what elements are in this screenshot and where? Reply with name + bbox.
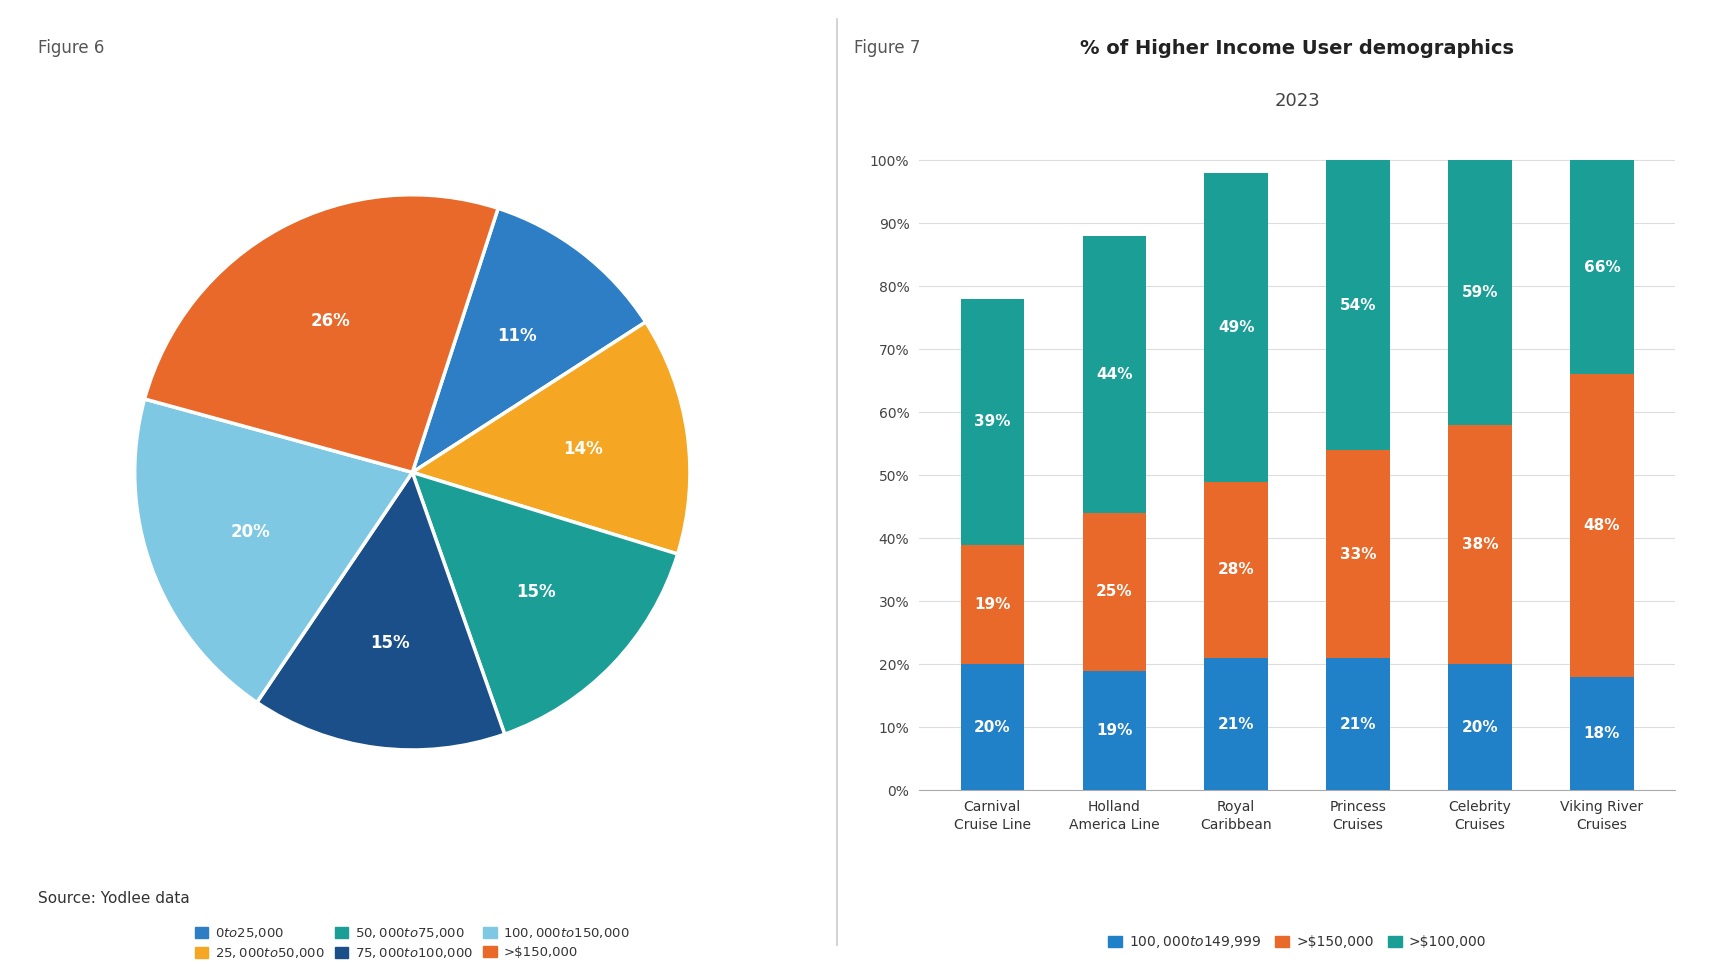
Text: Source: Yodlee data: Source: Yodlee data (38, 891, 189, 906)
Text: 39%: 39% (974, 415, 1010, 429)
Legend: $0 to $25,000, $25,000 to $50,000, $50,000 to $75,000, $75,000 to $100,000, $100: $0 to $25,000, $25,000 to $50,000, $50,0… (189, 921, 636, 964)
Wedge shape (412, 208, 646, 472)
Wedge shape (412, 322, 691, 554)
Bar (960, 545, 1024, 664)
Wedge shape (412, 472, 677, 735)
Text: 18%: 18% (1584, 726, 1620, 741)
Wedge shape (134, 399, 412, 703)
Text: 54%: 54% (1340, 298, 1376, 312)
Legend: $100,000 to $149,999, >$150,000, >$100,000: $100,000 to $149,999, >$150,000, >$100,0… (1103, 928, 1491, 955)
Bar (1204, 482, 1268, 658)
Text: 19%: 19% (1096, 723, 1132, 738)
Bar (1570, 160, 1634, 374)
Wedge shape (258, 472, 505, 750)
Text: % of Higher Income User demographics: % of Higher Income User demographics (1081, 39, 1514, 58)
Text: 28%: 28% (1218, 562, 1254, 577)
Bar (1326, 658, 1390, 790)
Text: 44%: 44% (1096, 367, 1132, 382)
Text: 15%: 15% (371, 634, 411, 652)
Bar (1326, 450, 1390, 658)
Text: 15%: 15% (517, 582, 557, 601)
Text: 11%: 11% (498, 327, 538, 345)
Text: 66%: 66% (1584, 260, 1620, 275)
Bar (960, 299, 1024, 545)
Text: 48%: 48% (1584, 519, 1620, 533)
Wedge shape (144, 195, 498, 472)
Text: Figure 6: Figure 6 (38, 39, 105, 57)
Bar (1448, 160, 1512, 425)
Text: 14%: 14% (564, 440, 603, 458)
Bar (1448, 425, 1512, 664)
Bar (1082, 671, 1146, 790)
Bar (1204, 173, 1268, 482)
Text: 21%: 21% (1218, 717, 1254, 732)
Bar (1448, 664, 1512, 790)
Bar (1204, 658, 1268, 790)
Bar (1570, 677, 1634, 790)
Text: 26%: 26% (311, 312, 350, 330)
Text: 20%: 20% (1462, 720, 1498, 735)
Text: 20%: 20% (230, 523, 271, 541)
Bar (1082, 236, 1146, 513)
Bar (960, 664, 1024, 790)
Bar (1570, 374, 1634, 677)
Text: 49%: 49% (1218, 320, 1254, 335)
Text: 2023: 2023 (1275, 92, 1319, 110)
Text: 19%: 19% (974, 597, 1010, 612)
Text: 33%: 33% (1340, 547, 1376, 562)
Text: 25%: 25% (1096, 584, 1132, 600)
Text: 59%: 59% (1462, 285, 1498, 300)
Bar (1326, 160, 1390, 450)
Text: Figure 7: Figure 7 (854, 39, 921, 57)
Text: 21%: 21% (1340, 717, 1376, 732)
Bar (1082, 513, 1146, 671)
Text: 38%: 38% (1462, 537, 1498, 552)
Text: 20%: 20% (974, 720, 1010, 735)
